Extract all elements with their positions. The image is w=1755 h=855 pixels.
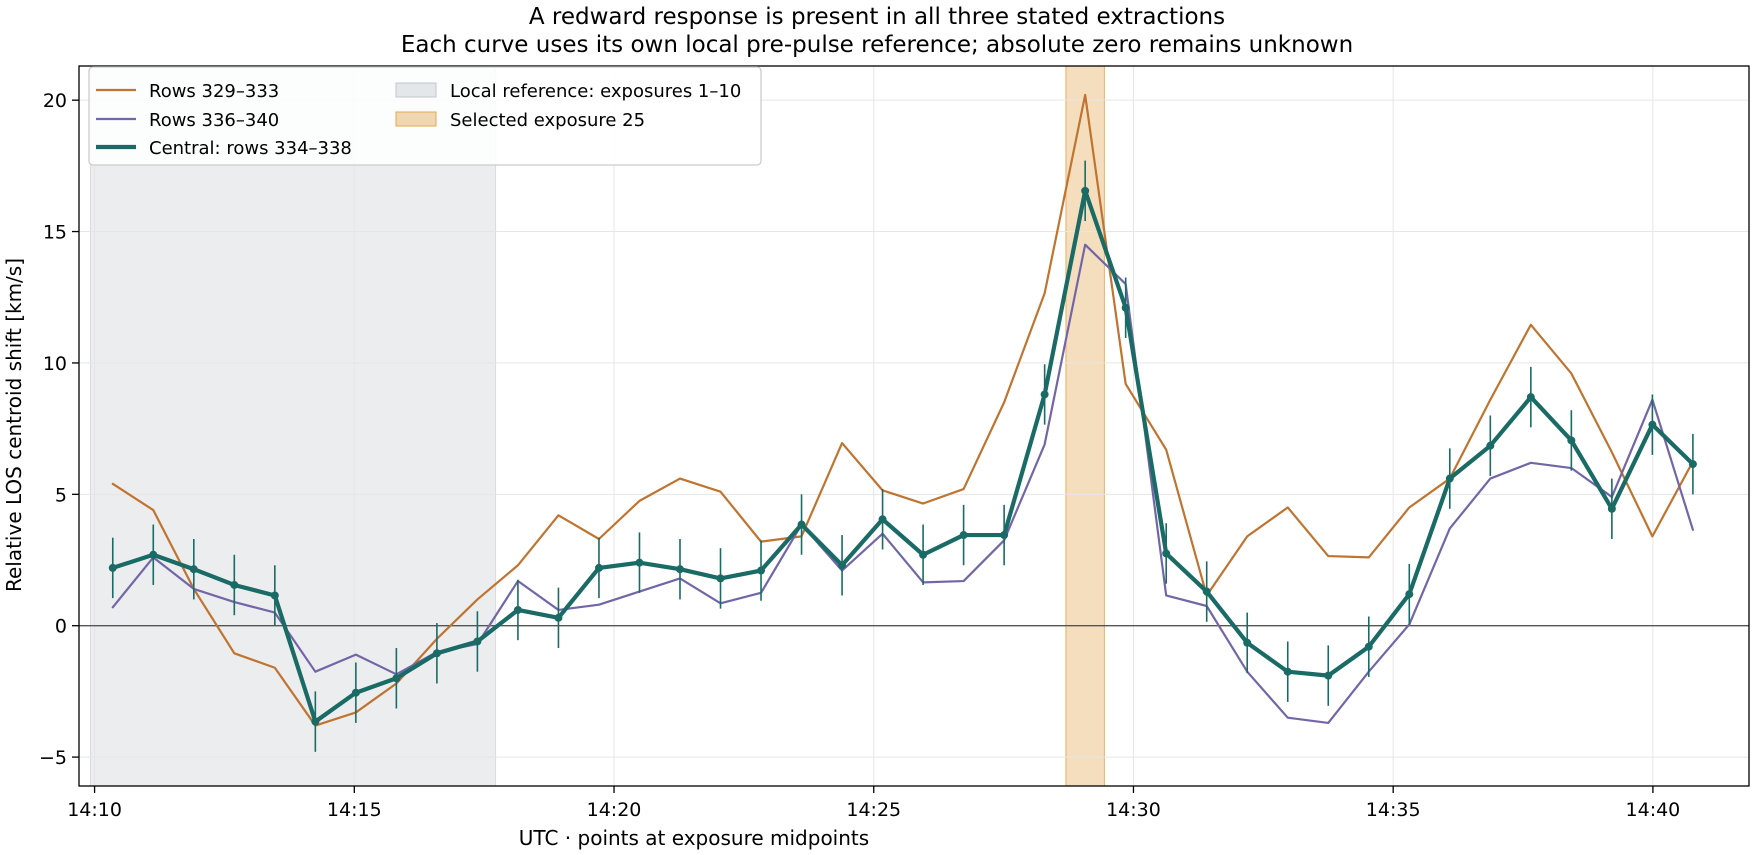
series-line — [111, 243, 1695, 725]
x-tick-label: 14:30 — [1106, 799, 1161, 821]
data-point — [878, 515, 887, 524]
chart-title: A redward response is present in all thr… — [529, 4, 1225, 30]
data-point — [1324, 671, 1333, 680]
data-point — [513, 605, 522, 614]
series-central-rows-334-338 — [108, 160, 1697, 752]
chart-subtitle: Each curve uses its own local pre-pulse … — [401, 32, 1353, 58]
y-tick-label: 20 — [43, 90, 67, 112]
legend-box — [88, 66, 762, 166]
data-point — [554, 613, 563, 622]
series-rows-329-333 — [111, 93, 1695, 727]
x-tick-label: 14:10 — [67, 799, 122, 821]
data-point — [757, 566, 766, 575]
data-series — [108, 93, 1697, 752]
data-point — [108, 563, 117, 572]
legend-swatch-selected-exposure — [395, 111, 437, 127]
legend-label-rows-329-333: Rows 329–333 — [149, 81, 279, 102]
data-point — [716, 574, 725, 583]
data-point — [1526, 393, 1535, 402]
data-point — [797, 520, 806, 529]
data-point — [1567, 436, 1576, 445]
axes: 14:10 14:15 14:20 14:25 14:30 14:35 14:40 −5 0 5 1… — [39, 90, 1680, 821]
data-point — [1162, 549, 1171, 558]
data-point — [1283, 667, 1292, 676]
data-point — [1081, 186, 1090, 195]
x-tick-label: 14:20 — [587, 799, 642, 821]
data-point — [838, 561, 847, 570]
data-point — [675, 565, 684, 574]
plot-frame — [78, 65, 1750, 787]
data-point — [1648, 420, 1657, 429]
x-tick-label: 14:25 — [846, 799, 901, 821]
y-tick-label: 15 — [43, 222, 67, 244]
data-point — [1202, 587, 1211, 596]
legend-label-local-reference: Local reference: exposures 1–10 — [450, 81, 741, 102]
x-tick-label: 14:15 — [327, 799, 382, 821]
x-tick-label: 14:40 — [1626, 799, 1681, 821]
shaded-region-local-reference-exposures-1-10 — [89, 65, 497, 787]
data-point — [1040, 390, 1049, 399]
data-point — [311, 717, 320, 726]
data-point — [959, 531, 968, 540]
data-point — [392, 674, 401, 683]
data-point — [1121, 303, 1130, 312]
legend-label-central-rows: Central: rows 334–338 — [149, 138, 352, 159]
data-point — [1486, 441, 1495, 450]
data-point — [473, 637, 482, 646]
x-axis-label: UTC · points at exposure midpoints — [519, 826, 869, 850]
data-point — [1445, 474, 1454, 483]
legend: Rows 329–333 Rows 336–340 Central: rows … — [88, 66, 762, 166]
shaded-regions — [89, 65, 1105, 787]
data-point — [635, 558, 644, 567]
data-point — [432, 649, 441, 658]
data-point — [1243, 638, 1252, 647]
y-tick-label: 0 — [55, 616, 67, 638]
data-point — [1688, 460, 1697, 469]
series-line — [110, 188, 1696, 724]
data-point — [594, 563, 603, 572]
data-point — [1607, 504, 1616, 513]
y-tick-label: −5 — [39, 747, 67, 769]
data-point — [919, 550, 928, 559]
data-point — [1000, 531, 1009, 540]
data-point — [1405, 590, 1414, 599]
x-tick-label: 14:35 — [1366, 799, 1421, 821]
data-point — [189, 565, 198, 574]
legend-swatch-local-reference — [395, 82, 437, 98]
series-rows-336-340 — [111, 243, 1695, 725]
y-tick-label: 10 — [43, 353, 67, 375]
data-point — [230, 580, 239, 589]
y-tick-label: 5 — [55, 484, 67, 506]
series-line — [111, 93, 1695, 727]
legend-label-selected-exposure: Selected exposure 25 — [450, 110, 645, 131]
data-point — [149, 550, 158, 559]
data-point — [270, 591, 279, 600]
data-point — [351, 688, 360, 697]
data-point — [1364, 642, 1373, 651]
y-axis-label: Relative LOS centroid shift [km/s] — [2, 258, 26, 592]
legend-label-rows-336-340: Rows 336–340 — [149, 110, 279, 131]
